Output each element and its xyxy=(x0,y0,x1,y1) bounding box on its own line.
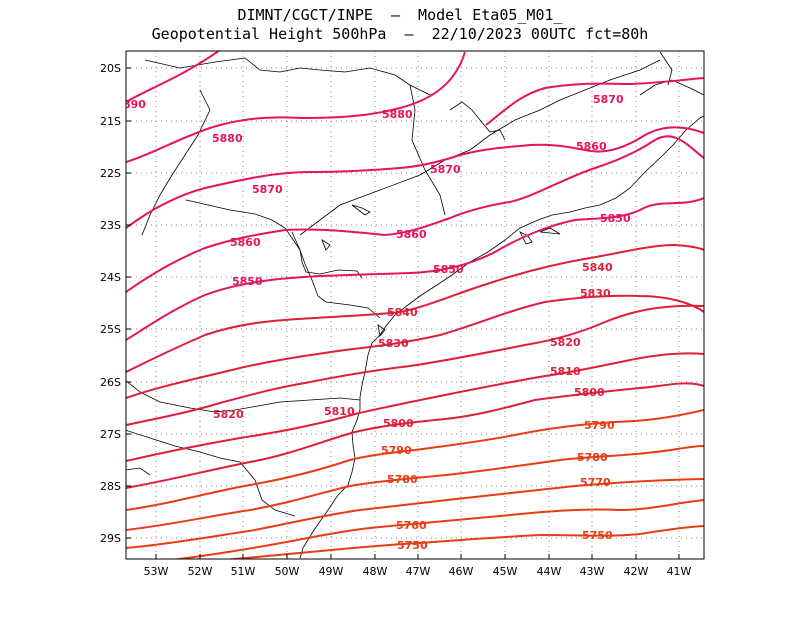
contour-label: 5830 xyxy=(580,287,611,300)
contour-label: 5840 xyxy=(582,261,613,274)
contour-5800 xyxy=(126,382,704,489)
contour-label: 5870 xyxy=(593,93,624,106)
axis-ticks xyxy=(126,67,680,559)
contour-5880b xyxy=(485,77,704,126)
lat-label: 26S xyxy=(100,376,121,389)
contour-label: 890 xyxy=(123,98,146,111)
contour-5790 xyxy=(126,409,704,511)
contour-label: 5860 xyxy=(576,140,607,153)
contour-label: 5800 xyxy=(574,386,605,399)
contour-label: 5830 xyxy=(378,337,409,350)
lat-label: 23S xyxy=(100,219,121,232)
coastline-borders xyxy=(126,51,704,559)
lat-labels: 20S 21S 22S 23S 24S 25S 26S 27S 28S 29S xyxy=(100,62,121,545)
lon-labels: 53W 52W 51W 50W 49W 48W 47W 46W 45W 44W … xyxy=(144,565,692,578)
contour-5870 xyxy=(126,126,704,229)
contour-label: 5790 xyxy=(584,419,615,432)
contour-label: 5870 xyxy=(430,163,461,176)
contour-5830 xyxy=(126,294,704,399)
contour-5770 xyxy=(126,478,704,549)
contour-5880 xyxy=(126,51,466,163)
contour-label: 5810 xyxy=(550,365,581,378)
lon-label: 44W xyxy=(537,565,562,578)
plot-frame xyxy=(125,50,705,560)
contour-label: 5850 xyxy=(433,263,464,276)
contour-label: 5770 xyxy=(580,476,611,489)
contour-label: 5880 xyxy=(212,132,243,145)
contour-5760 xyxy=(171,499,704,559)
contour-label: 5860 xyxy=(230,236,261,249)
contour-5890 xyxy=(126,51,221,103)
contour-label: 5750 xyxy=(582,529,613,542)
contour-5810 xyxy=(126,352,704,462)
contour-label: 5870 xyxy=(252,183,283,196)
contour-5840 xyxy=(126,243,704,373)
contour-label: 5800 xyxy=(383,417,414,430)
map-title-line1: DIMNT/CGCT/INPE – Model Eta05_M01_ xyxy=(237,6,563,24)
contour-lines xyxy=(126,51,704,559)
lon-label: 45W xyxy=(493,565,518,578)
lat-label: 28S xyxy=(100,480,121,493)
contour-5860 xyxy=(126,135,704,293)
lon-label: 43W xyxy=(580,565,605,578)
contour-labels: 890 5880 5880 5870 5870 5870 5860 5860 5… xyxy=(123,93,631,552)
contour-label: 5790 xyxy=(381,444,412,457)
contour-label: 5780 xyxy=(387,473,418,486)
lon-label: 49W xyxy=(319,565,344,578)
lon-label: 50W xyxy=(275,565,300,578)
contour-5820 xyxy=(126,304,704,426)
lat-label: 27S xyxy=(100,428,121,441)
map-title-line2: Geopotential Height 500hPa – 22/10/2023 … xyxy=(151,25,649,43)
contour-5750 xyxy=(222,525,704,559)
contour-label: 5850 xyxy=(600,212,631,225)
lon-label: 48W xyxy=(363,565,388,578)
lon-label: 53W xyxy=(144,565,169,578)
contour-label: 5850 xyxy=(232,275,263,288)
lon-label: 42W xyxy=(624,565,649,578)
lat-label: 24S xyxy=(100,271,121,284)
lon-label: 51W xyxy=(231,565,256,578)
contour-label: 5840 xyxy=(387,306,418,319)
lat-label: 29S xyxy=(100,532,121,545)
lat-label: 22S xyxy=(100,167,121,180)
contour-5780 xyxy=(126,445,704,531)
contour-label: 5860 xyxy=(396,228,427,241)
lon-label: 46W xyxy=(449,565,474,578)
contour-label: 5820 xyxy=(213,408,244,421)
contour-label: 5820 xyxy=(550,336,581,349)
lon-label: 47W xyxy=(406,565,431,578)
contour-5850 xyxy=(126,197,704,341)
contour-label: 5780 xyxy=(577,451,608,464)
lon-label: 52W xyxy=(188,565,213,578)
lat-label: 25S xyxy=(100,323,121,336)
contour-label: 5760 xyxy=(396,519,427,532)
contour-label: 5750 xyxy=(397,539,428,552)
contour-label: 5810 xyxy=(324,405,355,418)
lon-label: 41W xyxy=(667,565,692,578)
contour-label: 5880 xyxy=(382,108,413,121)
lat-label: 21S xyxy=(100,115,121,128)
lat-label: 20S xyxy=(100,62,121,75)
